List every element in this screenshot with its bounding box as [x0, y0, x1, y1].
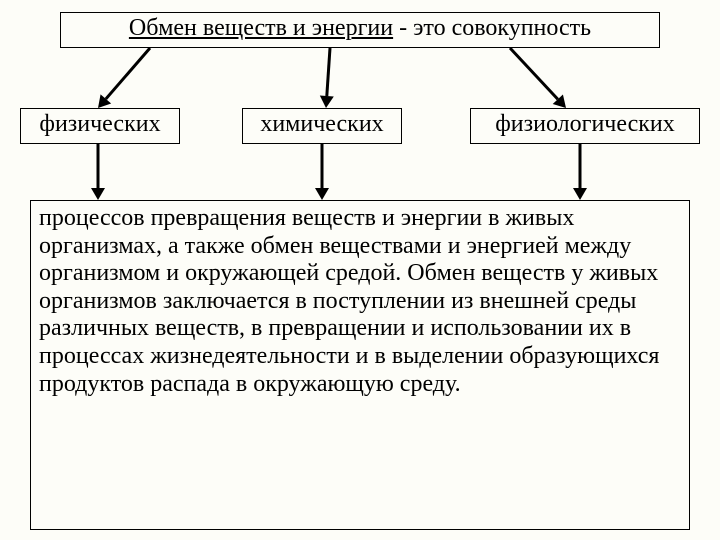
category-physiological: физиологических	[470, 108, 700, 144]
title-rest: - это совокупность	[393, 15, 591, 41]
body-box: процессов превращения веществ и энергии …	[30, 200, 690, 530]
category-physical: физических	[20, 108, 180, 144]
category-chemical: химических	[242, 108, 402, 144]
title-box: Обмен веществ и энергии - это совокупнос…	[60, 12, 660, 48]
title-underlined: Обмен веществ и энергии	[129, 15, 393, 41]
